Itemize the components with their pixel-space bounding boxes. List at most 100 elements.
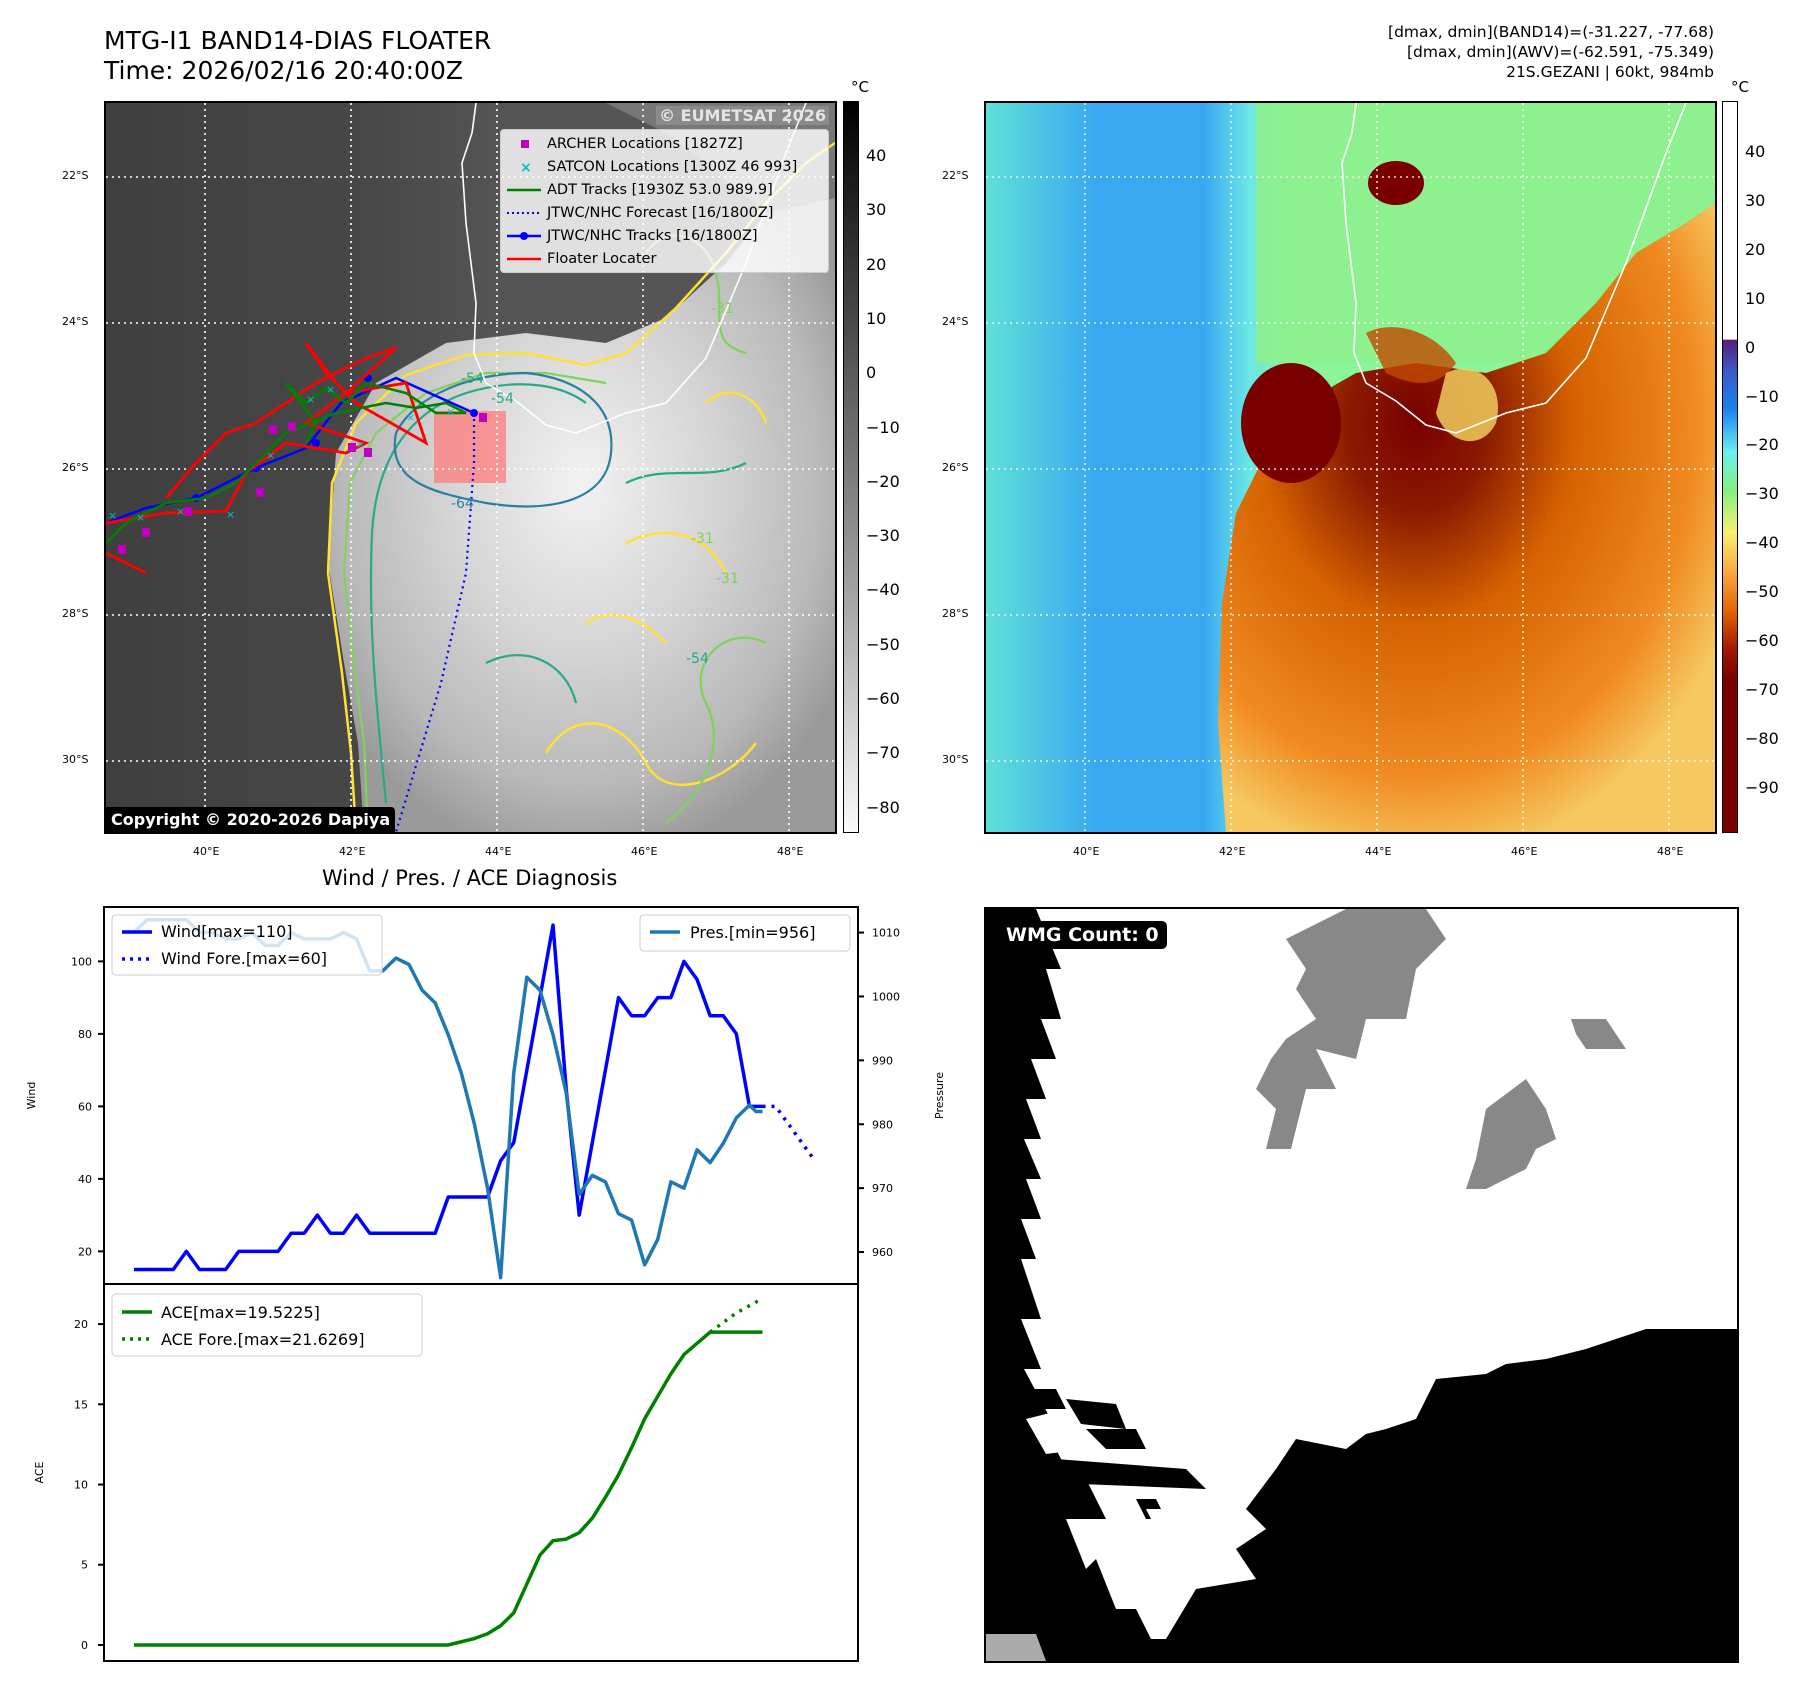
lat-label: 30°S [942,753,969,766]
colorbar-unit: °C [851,78,869,96]
line-dot-icon [507,231,541,240]
figure-title: MTG-I1 BAND14-DIAS FLOATER Time: 2026/02/… [104,26,491,86]
y2-axis-label: Pressure [933,1072,946,1119]
wmg-region-black-fragments [1026,1389,1206,1519]
lat-label: 28°S [942,607,969,620]
svg-text:×: × [520,160,532,176]
lat-label: 22°S [942,169,969,182]
legend: ACE[max=19.5225] ACE Fore.[max=21.6269] [111,1293,423,1357]
legend-label: SATCON Locations [1300Z 46 993] [547,158,798,175]
y-tick-label: 20 [78,1245,92,1258]
colorbar-tick-label: 10 [866,308,887,328]
dotted-line-icon [507,211,541,214]
colorbar-tick-label: 20 [1745,239,1766,259]
colorbar-tick-label: −60 [1745,631,1779,650]
colorbar-tick-label: 40 [866,146,887,165]
y-tick-label: 5 [81,1559,88,1572]
contour-label: -31 [691,531,714,547]
colorbar-tick-label: −80 [866,797,900,817]
colorbar-unit: °C [1731,78,1749,96]
cyclone-cold-cloud [1218,203,1715,832]
floater-locater-track [106,342,429,575]
lat-label: 28°S [62,607,89,620]
contour-label: -54 [491,391,514,407]
contour-label: -54 [686,651,709,667]
y2-tick-label: 980 [872,1118,893,1131]
colorbar-tick-label: 30 [1745,190,1766,210]
colorbar-tick-label: −10 [1745,386,1779,406]
y-tick-label: 20 [74,1318,88,1331]
map-legend: ARCHER Locations [1827Z] × SATCON Locati… [500,129,829,273]
lon-label: 40°E [1073,845,1100,858]
coastline [461,103,807,434]
info-band14-range: [dmax, dmin](BAND14)=(-31.227, -77.68) [1388,23,1714,41]
contour-inner-core [393,371,613,508]
title-time: Time: 2026/02/16 20:40:00Z [104,56,463,85]
lat-label: 26°S [62,461,89,474]
awv-colorbar [1722,101,1738,833]
svg-text:×: × [356,438,365,451]
satcon-markers: × × × × × × × × × × [108,383,455,524]
ace-chart: 0 5 10 15 20 ACE ACE[max=19.5225] ACE Fore.[max… [33,1283,859,1662]
svg-text:×: × [406,411,415,424]
adt-track [106,381,467,544]
jtwc-forecast-track [394,413,476,832]
colorbar-tick-label: 40 [1745,142,1766,161]
eumetsat-watermark: © EUMETSAT 2026 [656,106,829,125]
wmg-region-white-fragments [1026,1409,1196,1529]
legend-label: Floater Locater [547,250,657,267]
series-ace [134,1330,763,1647]
copyright-label: Copyright © 2020-2026 Dapiya [106,807,396,832]
legend-item-adt: ADT Tracks [1930Z 53.0 989.9] [501,178,828,201]
coastline [1341,103,1687,434]
contour-yellow-cells [544,391,768,787]
legend-item-satcon: × SATCON Locations [1300Z 46 993] [501,155,828,178]
colorbar-tick-label: −60 [866,689,900,708]
y2-tick-label: 1010 [872,927,900,940]
wmg-region-gray-east [1571,1019,1626,1049]
y-tick-label: 100 [71,955,92,968]
colorbar-tick-label: −70 [1745,679,1779,699]
series-wind [134,923,763,1272]
colorbar-tick-label: −20 [1745,435,1779,455]
svg-text:×: × [446,405,455,418]
legend-left: Wind[max=110] Wind Fore.[max=60] [111,914,383,976]
lon-label: 46°E [1511,845,1538,858]
storm-info: [dmax, dmin](BAND14)=(-31.227, -77.68) [… [1388,22,1714,82]
colorbar-tick-label: −80 [1745,728,1779,748]
legend-box [111,914,383,976]
colorbar-tick-label: 30 [866,200,887,220]
upper-cloud-band [1366,327,1456,383]
awv-satellite-map [984,101,1717,834]
series-wind-fore- [762,1104,817,1162]
lon-label: 48°E [777,845,804,858]
info-awv-range: [dmax, dmin](AWV)=(-62.591, -75.349) [1407,43,1714,61]
map-gridlines [986,103,1715,832]
svg-text:×: × [176,505,185,518]
svg-text:×: × [306,393,315,406]
colorbar-tick-label: −50 [866,634,900,654]
y-tick-label: 0 [81,1639,88,1652]
lat-label: 30°S [62,753,89,766]
legend-label: JTWC/NHC Tracks [16/1800Z] [547,227,758,244]
lat-label: 24°S [942,315,969,328]
y-axis-label: ACE [33,1461,46,1483]
svg-text:×: × [136,511,145,524]
colorbar-tick-label: −10 [866,417,900,437]
wmg-panel: WMG Count: 0 [984,907,1739,1663]
jtwc-track [106,376,475,525]
legend-label: ACE[max=19.5225] [161,1303,320,1322]
solid-line-icon [507,188,541,191]
wmg-region-black [986,909,1737,1661]
title-line-1: MTG-I1 BAND14-DIAS FLOATER [104,26,492,55]
colorbar-tick-label: 0 [1745,337,1756,357]
legend-label: Wind[max=110] [161,922,293,941]
y2-tick-label: 990 [872,1054,893,1067]
y-tick-label: 15 [74,1398,88,1411]
wmg-count-label: WMG Count: 0 [998,921,1167,949]
legend-label: Pres.[min=956] [690,923,815,942]
lon-label: 44°E [485,845,512,858]
lon-label: 46°E [631,845,658,858]
lon-label: 40°E [193,845,220,858]
lat-label: 24°S [62,315,89,328]
